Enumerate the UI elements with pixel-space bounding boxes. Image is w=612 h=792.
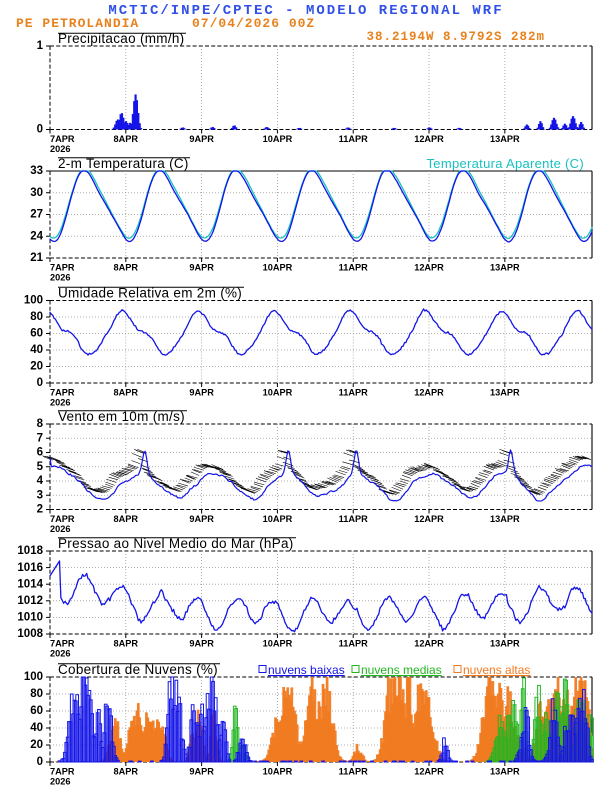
svg-text:20: 20	[30, 739, 43, 751]
svg-text:33: 33	[30, 165, 43, 177]
svg-text:10APR: 10APR	[263, 767, 293, 777]
svg-text:4: 4	[37, 475, 44, 487]
svg-text:8APR: 8APR	[114, 767, 139, 777]
svg-text:1: 1	[37, 40, 44, 52]
svg-text:7APR: 7APR	[50, 388, 75, 398]
svg-text:7APR: 7APR	[50, 514, 75, 524]
svg-text:8APR: 8APR	[114, 388, 139, 398]
svg-text:8APR: 8APR	[114, 263, 139, 273]
svg-text:24: 24	[30, 230, 43, 242]
svg-text:12APR: 12APR	[414, 767, 444, 777]
svg-text:7APR: 7APR	[50, 134, 75, 144]
svg-text:40: 40	[30, 722, 43, 734]
svg-text:2026: 2026	[50, 524, 70, 534]
svg-text:8APR: 8APR	[114, 514, 139, 524]
svg-text:13APR: 13APR	[490, 514, 520, 524]
svg-text:13APR: 13APR	[490, 639, 520, 649]
svg-text:2026: 2026	[50, 398, 70, 408]
svg-text:0: 0	[37, 377, 43, 389]
svg-text:80: 80	[30, 688, 43, 700]
svg-text:100: 100	[24, 295, 43, 307]
svg-text:13APR: 13APR	[490, 263, 520, 273]
svg-text:PE PETROLANDIA: PE PETROLANDIA	[16, 16, 139, 31]
svg-text:13APR: 13APR	[490, 767, 520, 777]
svg-text:1008: 1008	[17, 628, 43, 640]
svg-text:11APR: 11APR	[339, 767, 368, 777]
svg-text:1018: 1018	[17, 545, 43, 557]
svg-text:11APR: 11APR	[339, 263, 368, 273]
svg-text:9APR: 9APR	[189, 767, 214, 777]
svg-text:3: 3	[37, 489, 43, 501]
svg-text:8: 8	[37, 418, 44, 430]
svg-text:2026: 2026	[50, 273, 70, 283]
svg-text:nuvens altas: nuvens altas	[463, 663, 530, 677]
svg-text:7APR: 7APR	[50, 767, 75, 777]
svg-text:12APR: 12APR	[414, 388, 444, 398]
svg-text:9APR: 9APR	[189, 514, 214, 524]
svg-text:80: 80	[30, 311, 43, 323]
svg-text:10APR: 10APR	[263, 263, 293, 273]
svg-text:0: 0	[37, 756, 43, 768]
svg-text:13APR: 13APR	[490, 388, 520, 398]
svg-text:100: 100	[24, 671, 43, 683]
svg-text:30: 30	[30, 187, 43, 199]
svg-text:6: 6	[37, 447, 43, 459]
svg-text:1016: 1016	[17, 562, 43, 574]
svg-text:40: 40	[30, 344, 43, 356]
svg-text:8APR: 8APR	[114, 134, 139, 144]
svg-text:11APR: 11APR	[339, 388, 368, 398]
svg-text:7: 7	[37, 432, 43, 444]
svg-text:9APR: 9APR	[189, 263, 214, 273]
svg-text:13APR: 13APR	[490, 134, 520, 144]
svg-text:0: 0	[37, 124, 43, 136]
svg-text:11APR: 11APR	[339, 134, 368, 144]
svg-text:nuvens medias: nuvens medias	[361, 663, 442, 677]
svg-text:9APR: 9APR	[189, 639, 214, 649]
svg-text:1010: 1010	[17, 612, 43, 624]
svg-text:10APR: 10APR	[263, 514, 293, 524]
svg-text:60: 60	[30, 328, 43, 340]
svg-text:9APR: 9APR	[189, 134, 214, 144]
svg-text:12APR: 12APR	[414, 263, 444, 273]
svg-text:38.2194W 8.9792S 282m: 38.2194W 8.9792S 282m	[366, 30, 545, 44]
svg-text:2026: 2026	[50, 144, 70, 154]
svg-text:8APR: 8APR	[114, 639, 139, 649]
svg-text:12APR: 12APR	[414, 514, 444, 524]
svg-text:7APR: 7APR	[50, 263, 75, 273]
svg-text:1012: 1012	[17, 595, 43, 607]
svg-text:11APR: 11APR	[339, 514, 368, 524]
svg-text:9APR: 9APR	[189, 388, 214, 398]
svg-text:10APR: 10APR	[263, 639, 293, 649]
svg-text:2026: 2026	[50, 649, 70, 659]
svg-text:27: 27	[30, 209, 43, 221]
svg-text:5: 5	[37, 461, 44, 473]
svg-text:2026: 2026	[50, 777, 70, 787]
svg-text:7APR: 7APR	[50, 639, 75, 649]
svg-text:07/04/2026 00Z: 07/04/2026 00Z	[192, 16, 315, 31]
svg-text:2: 2	[37, 504, 43, 516]
svg-text:12APR: 12APR	[414, 639, 444, 649]
svg-text:nuvens baixas: nuvens baixas	[268, 663, 345, 677]
svg-text:11APR: 11APR	[339, 639, 368, 649]
svg-text:20: 20	[30, 361, 43, 373]
svg-text:60: 60	[30, 705, 43, 717]
svg-text:1014: 1014	[17, 578, 43, 590]
svg-text:10APR: 10APR	[263, 388, 293, 398]
svg-text:Temperatura Aparente (C): Temperatura Aparente (C)	[427, 156, 585, 171]
svg-text:10APR: 10APR	[263, 134, 293, 144]
svg-text:21: 21	[30, 252, 43, 264]
svg-text:12APR: 12APR	[414, 134, 444, 144]
